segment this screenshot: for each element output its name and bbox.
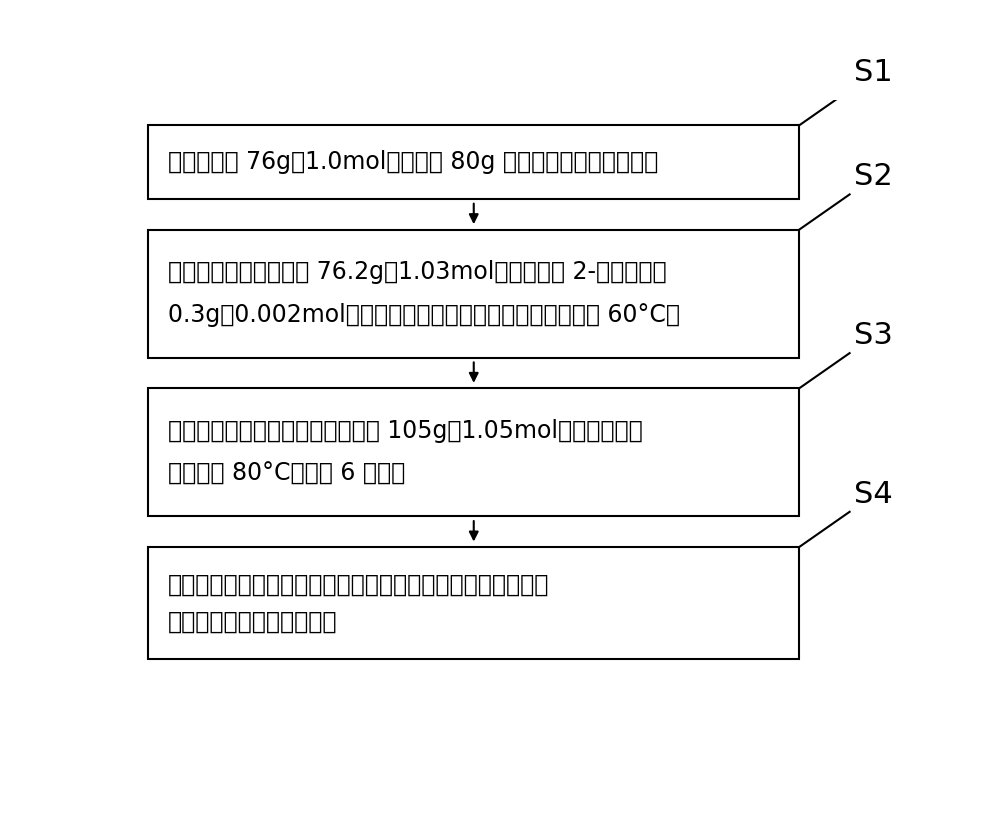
Text: S2: S2 [854, 162, 892, 191]
Text: 与异氯酸特丁酯的混合物。: 与异氯酸特丁酯的混合物。 [168, 610, 337, 634]
Text: 保温完成后，关闭搞拌静止分层，二次水洗获得硫氯酸特丁酯: 保温完成后，关闭搞拌静止分层，二次水洗获得硫氯酸特丁酯 [168, 573, 549, 597]
Text: S4: S4 [854, 479, 892, 509]
Text: 向升温后的混合液缓慢滴加浓盐酸 105g（1.05mol），滴加完成: 向升温后的混合液缓慢滴加浓盐酸 105g（1.05mol），滴加完成 [168, 419, 642, 443]
Text: 将硫氯酸铵 76g（1.0mol）加入到 80g 的水中，搞拌待其溶解；: 将硫氯酸铵 76g（1.0mol）加入到 80g 的水中，搞拌待其溶解； [168, 150, 658, 175]
Bar [148, 547, 799, 659]
Bar [148, 229, 799, 357]
Text: 后升温至 80°C并保温 6 小时；: 后升温至 80°C并保温 6 小时； [168, 461, 405, 485]
Text: 0.3g（0.002mol），得到混合液，并将混合液缓慢升温至 60°C；: 0.3g（0.002mol），得到混合液，并将混合液缓慢升温至 60°C； [168, 303, 680, 327]
Bar [148, 125, 799, 199]
Text: S3: S3 [854, 321, 892, 350]
Text: 完全溶解后加入叔丁醇 76.2g（1.03mol），再加入 2-叔丁基苯胺: 完全溶解后加入叔丁醇 76.2g（1.03mol），再加入 2-叔丁基苯胺 [168, 260, 666, 284]
Text: S1: S1 [854, 58, 892, 87]
Bar [148, 388, 799, 516]
